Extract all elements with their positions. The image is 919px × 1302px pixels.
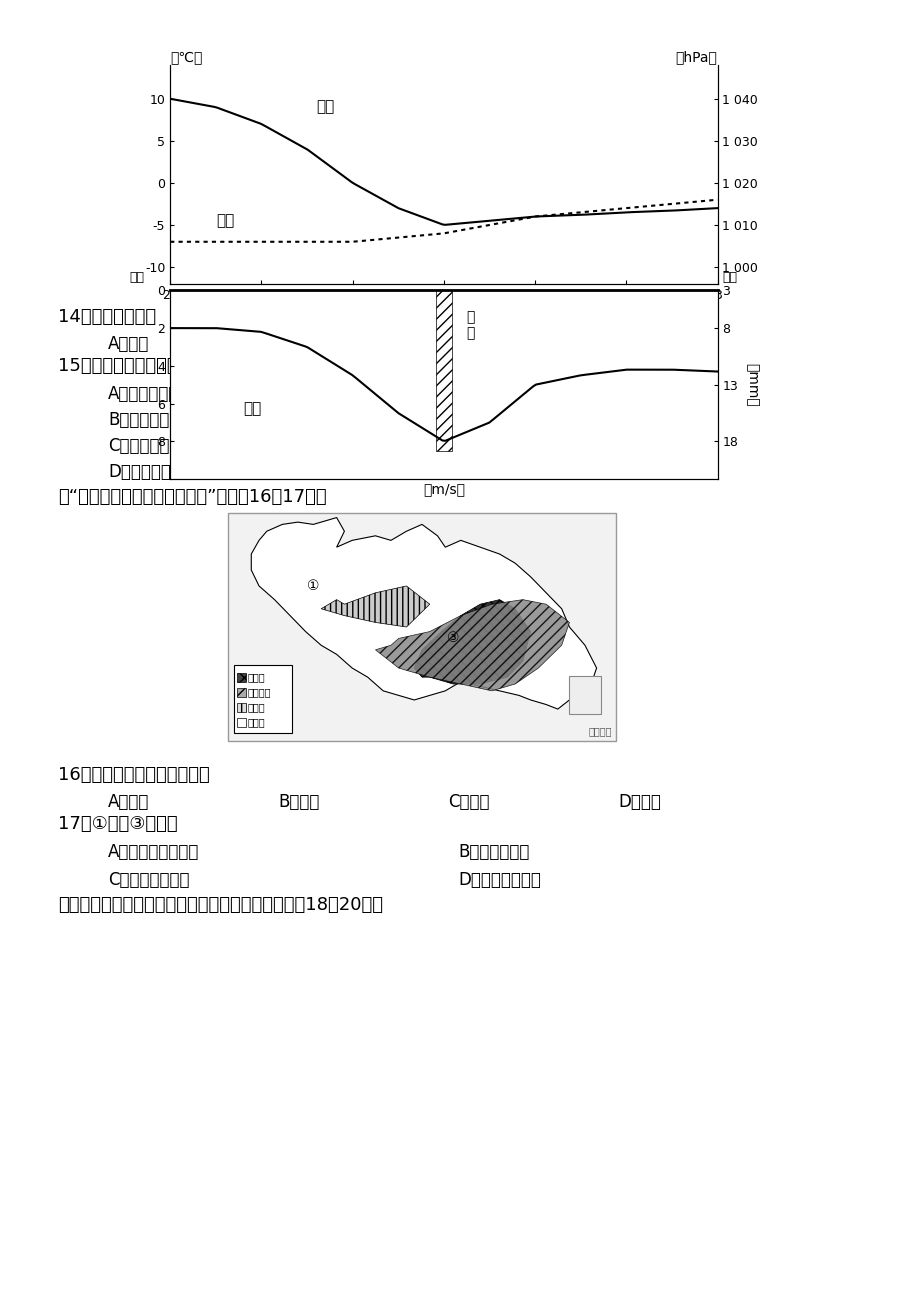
Bar (237, 717, 245, 727)
Text: 日期: 日期 (130, 271, 144, 284)
Text: 16．这种自然灾害最有可能是: 16．这种自然灾害最有可能是 (58, 766, 210, 784)
Text: C．台风: C．台风 (448, 793, 489, 811)
Text: C．日照时数更多: C．日照时数更多 (108, 871, 189, 889)
Text: 次严重区: 次严重区 (248, 687, 271, 697)
Text: 风速: 风速 (243, 401, 261, 417)
Text: ③: ③ (447, 631, 459, 646)
Bar (237, 673, 245, 682)
Text: 15．下列现象与图示天气系统过境无关的是: 15．下列现象与图示天气系统过境无关的是 (58, 357, 274, 375)
Text: 17．①地与③地相比: 17．①地与③地相比 (58, 815, 177, 833)
Bar (436, 290, 451, 450)
Text: C．城市用电、用气量减少: C．城市用电、用气量减少 (108, 437, 229, 454)
Text: A．气旋: A．气旋 (108, 335, 149, 353)
Text: 降
水: 降 水 (466, 310, 474, 341)
Bar (237, 703, 245, 712)
Text: 严重区: 严重区 (248, 672, 266, 682)
X-axis label: （m/s）: （m/s） (423, 482, 464, 496)
Polygon shape (321, 586, 429, 628)
Text: B．交通事故频发: B．交通事故频发 (108, 411, 189, 428)
Bar (237, 687, 245, 697)
Polygon shape (375, 600, 569, 691)
Text: ①: ① (307, 579, 319, 592)
Text: A．寒潮: A．寒潮 (108, 793, 149, 811)
Text: D．暖锋: D．暖锋 (618, 335, 660, 353)
Polygon shape (251, 518, 596, 710)
Text: A．酸雨危害更严重: A．酸雨危害更严重 (108, 842, 199, 861)
Bar (233, 665, 291, 733)
Text: C．冷锋: C．冷锋 (448, 335, 489, 353)
Text: （hPa）: （hPa） (675, 49, 717, 64)
Text: 次轻区: 次轻区 (248, 702, 266, 712)
Text: （℃）: （℃） (170, 49, 202, 64)
Y-axis label: （mm）: （mm） (744, 363, 758, 406)
Text: 日期: 日期 (721, 271, 736, 284)
Text: B．旱灾: B．旱灾 (278, 793, 319, 811)
Text: B．无霜期更长: B．无霜期更长 (458, 842, 528, 861)
Text: 气温: 气温 (316, 99, 335, 115)
Text: 轻度区: 轻度区 (248, 717, 266, 727)
Text: 气压: 气压 (216, 214, 233, 228)
Polygon shape (414, 600, 530, 684)
Text: 读“我国某种自然灾害分布略图”，完戕16～17题。: 读“我国某种自然灾害分布略图”，完戕16～17题。 (58, 488, 326, 506)
Text: A．感冒患者数量猜增: A．感冒患者数量猜增 (108, 385, 210, 404)
Text: D．洪涝: D．洪涝 (618, 793, 660, 811)
Text: 南图遥版: 南图遥版 (588, 727, 611, 736)
Bar (228, 513, 616, 741)
Text: D．水源条件更优: D．水源条件更优 (458, 871, 540, 889)
Text: 14．该天气系统是: 14．该天气系统是 (58, 309, 156, 326)
Text: B．反气旋: B．反气旋 (278, 335, 329, 353)
Bar (569, 676, 601, 713)
Text: 下图为非洲和乞力马扎罗山自然带分布图，读图回等18～20题。: 下图为非洲和乞力马扎罗山自然带分布图，读图回等18～20题。 (58, 896, 382, 914)
Text: D．病虫害减少，有利于来年农作物生长: D．病虫害减少，有利于来年农作物生长 (108, 464, 290, 480)
